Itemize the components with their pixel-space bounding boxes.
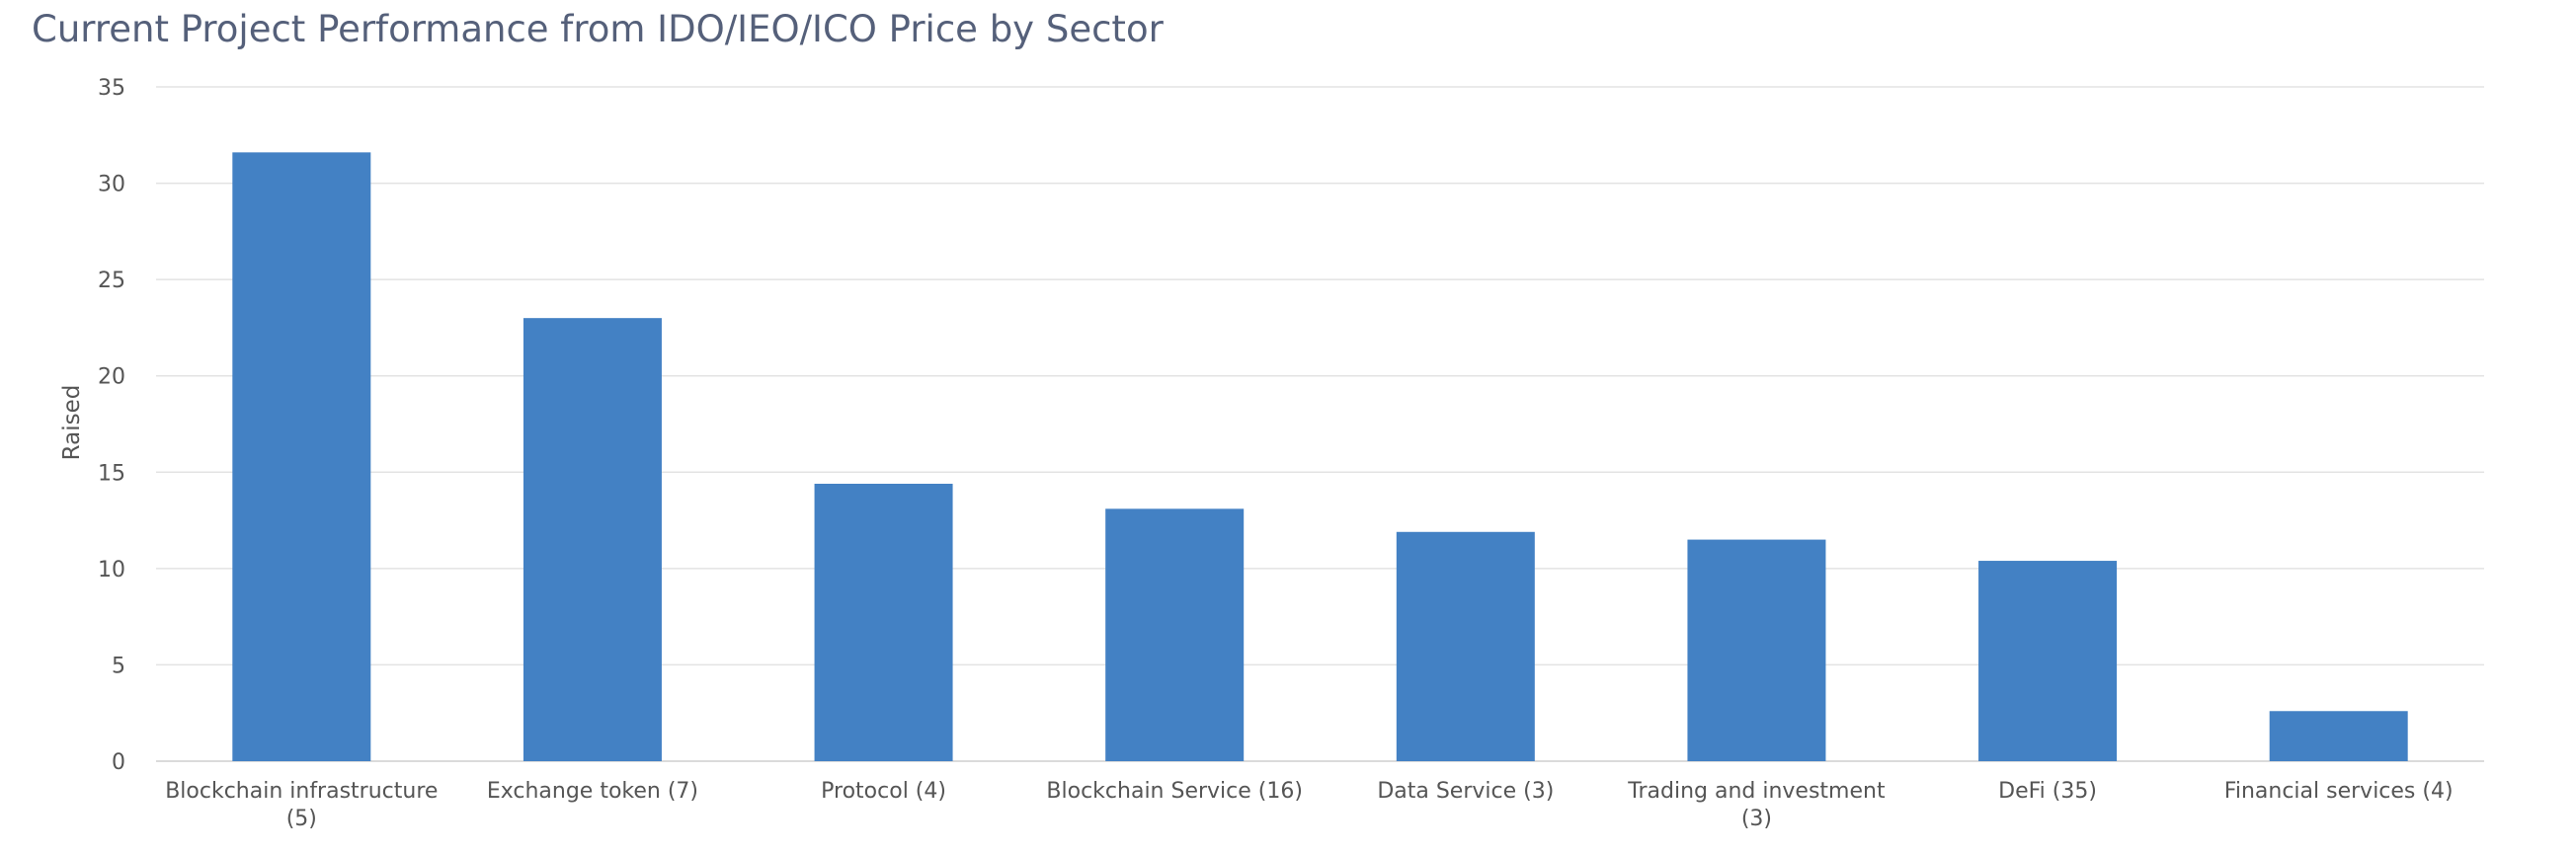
bar [232,152,371,761]
x-tick-label: Data Service (3) [1377,779,1554,804]
bars [232,152,2408,761]
y-tick-label: 10 [98,558,125,582]
y-tick-label: 15 [98,461,125,486]
bar [1687,539,1826,761]
x-tick-label: Trading and investment (3) [1627,779,1886,831]
y-axis-ticks: 0 5 10 15 20 25 30 35 [98,76,125,775]
bar [1105,508,1245,761]
bar [814,483,953,761]
x-tick-label: Protocol (4) [821,779,946,804]
y-tick-label: 20 [98,365,125,390]
y-tick-label: 30 [98,173,125,197]
bar [2269,711,2408,761]
gridlines [156,86,2484,762]
y-tick-label: 35 [98,76,125,101]
y-tick-label: 25 [98,269,125,293]
x-tick-label: Blockchain Service (16) [1046,779,1303,804]
x-tick-label: Exchange token (7) [487,779,698,804]
y-axis-title: Raised [59,385,85,461]
bar [1978,561,2118,761]
x-axis-labels: Blockchain infrastructure (5) Exchange tok… [165,779,2453,831]
x-tick-label: DeFi (35) [1998,779,2097,804]
chart-title: Current Project Performance from IDO/IEO… [32,8,1164,50]
y-tick-label: 5 [112,654,125,678]
x-tick-label: Financial services (4) [2224,779,2454,804]
y-tick-label: 0 [112,750,125,775]
bar [1396,531,1535,761]
x-tick-label: Blockchain infrastructure (5) [165,779,438,831]
bar [523,318,662,761]
